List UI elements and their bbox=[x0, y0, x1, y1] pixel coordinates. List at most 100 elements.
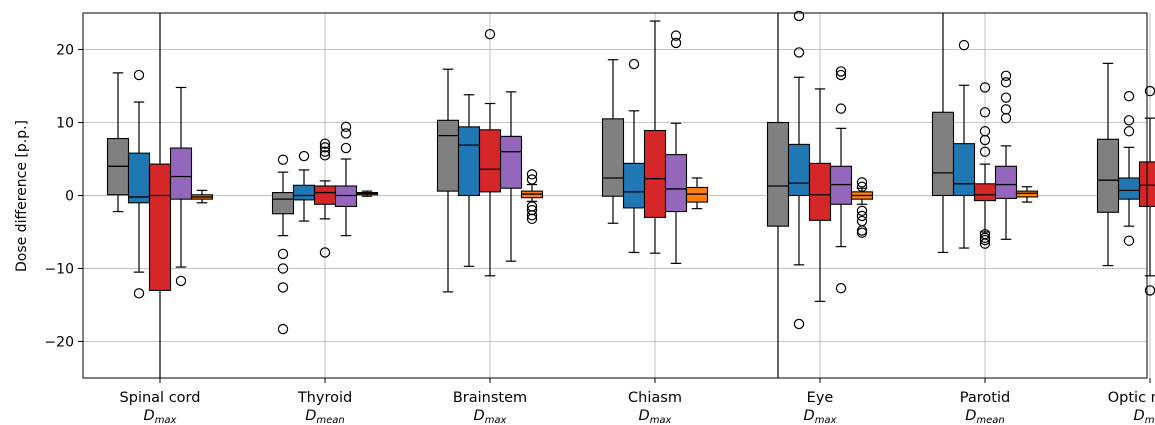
outlier-point bbox=[628, 58, 640, 70]
box-group bbox=[127, 69, 151, 299]
outlier-point bbox=[856, 181, 868, 192]
box bbox=[829, 165, 853, 205]
category-label: Thyroid bbox=[297, 390, 352, 406]
outlier-point bbox=[526, 210, 538, 221]
y-tick-label: 0 bbox=[65, 189, 74, 205]
box bbox=[643, 129, 667, 218]
outlier-point bbox=[277, 248, 289, 260]
box bbox=[127, 152, 151, 204]
box-group bbox=[190, 189, 214, 204]
category-label: Spinal cord bbox=[120, 390, 201, 406]
outlier-point bbox=[133, 69, 145, 81]
metric-subscript: max bbox=[485, 415, 507, 425]
outlier-point bbox=[1123, 91, 1135, 102]
box-group bbox=[520, 169, 544, 225]
category-metric-label: Dmax bbox=[804, 408, 837, 425]
outlier-point bbox=[793, 318, 805, 330]
category-metric-label: Dmax bbox=[639, 408, 672, 425]
category-label: Parotid bbox=[960, 390, 1010, 406]
metric-symbol: D bbox=[804, 408, 815, 424]
outlier-point bbox=[133, 288, 145, 299]
metric-symbol: D bbox=[474, 408, 485, 424]
outlier-point bbox=[1000, 77, 1012, 88]
outlier-point bbox=[856, 205, 868, 217]
outlier-point bbox=[979, 82, 991, 93]
box-group bbox=[601, 59, 625, 224]
box-group bbox=[1117, 91, 1141, 246]
outlier-point bbox=[1123, 235, 1135, 246]
metric-symbol: D bbox=[1134, 408, 1145, 424]
metric-subscript: max bbox=[650, 415, 672, 425]
outlier-point bbox=[979, 107, 991, 118]
outlier-point bbox=[835, 103, 847, 114]
box-group bbox=[664, 30, 688, 264]
metric-symbol: D bbox=[965, 408, 976, 424]
plot-frame bbox=[82, 12, 1148, 379]
box-group bbox=[148, 13, 172, 378]
box bbox=[787, 143, 811, 197]
box-group bbox=[622, 58, 646, 254]
metric-symbol: D bbox=[144, 408, 155, 424]
box-group bbox=[106, 72, 130, 213]
outlier-point bbox=[958, 39, 970, 51]
box bbox=[436, 119, 460, 192]
box-group bbox=[271, 154, 295, 335]
box bbox=[1117, 177, 1141, 200]
metric-subscript: max bbox=[1145, 415, 1155, 425]
outlier-point bbox=[484, 28, 496, 40]
category-metric-label: Dmax bbox=[474, 408, 507, 425]
category-label: Eye bbox=[807, 390, 834, 406]
outlier-point bbox=[979, 234, 991, 246]
box-group bbox=[787, 10, 811, 330]
outlier-point bbox=[319, 138, 331, 149]
outlier-point bbox=[526, 169, 538, 180]
category-label: Optic nerve bbox=[1108, 390, 1155, 406]
category-metric-label: Dmean bbox=[305, 408, 345, 425]
outlier-point bbox=[793, 10, 805, 22]
box bbox=[1096, 138, 1120, 213]
outlier-point bbox=[340, 128, 352, 139]
axes bbox=[78, 12, 1151, 383]
outlier-point bbox=[298, 150, 310, 162]
outlier-point bbox=[319, 146, 331, 157]
category-metric-label: Dmax bbox=[144, 408, 177, 425]
box-group bbox=[436, 68, 460, 293]
box-group bbox=[643, 20, 667, 254]
y-tick-label: 10 bbox=[56, 116, 74, 132]
box-group bbox=[808, 88, 832, 302]
outlier-point bbox=[319, 142, 331, 153]
outlier-point bbox=[979, 146, 991, 157]
outlier-point bbox=[793, 47, 805, 58]
box-group bbox=[169, 86, 193, 287]
box bbox=[148, 163, 172, 291]
box bbox=[664, 154, 688, 213]
box bbox=[766, 121, 790, 227]
category-label: Chiasm bbox=[628, 390, 682, 406]
box-group bbox=[292, 150, 316, 222]
outlier-point bbox=[835, 66, 847, 77]
y-tick-label: 20 bbox=[56, 43, 74, 59]
outlier-point bbox=[1000, 112, 1012, 124]
outlier-point bbox=[175, 275, 187, 287]
outlier-point bbox=[1000, 92, 1012, 103]
box-group bbox=[952, 39, 976, 249]
outlier-point bbox=[1123, 115, 1135, 126]
box bbox=[334, 185, 358, 207]
outlier-point bbox=[670, 30, 682, 41]
outlier-point bbox=[340, 121, 352, 133]
box bbox=[292, 184, 316, 201]
box-group bbox=[994, 70, 1018, 240]
outlier-point bbox=[1123, 126, 1135, 137]
box-group bbox=[499, 91, 523, 262]
outlier-point bbox=[856, 227, 868, 238]
category-metric-label: Dmax bbox=[1134, 408, 1155, 425]
box bbox=[952, 143, 976, 197]
box-group bbox=[313, 138, 337, 258]
box-plot-series bbox=[106, 10, 1155, 378]
outlier-point bbox=[340, 142, 352, 154]
box-group bbox=[850, 177, 874, 238]
box bbox=[478, 129, 502, 193]
box-group bbox=[685, 177, 709, 210]
outlier-point bbox=[277, 263, 289, 274]
y-axis-label: Dose difference [p.p.] bbox=[14, 120, 30, 272]
